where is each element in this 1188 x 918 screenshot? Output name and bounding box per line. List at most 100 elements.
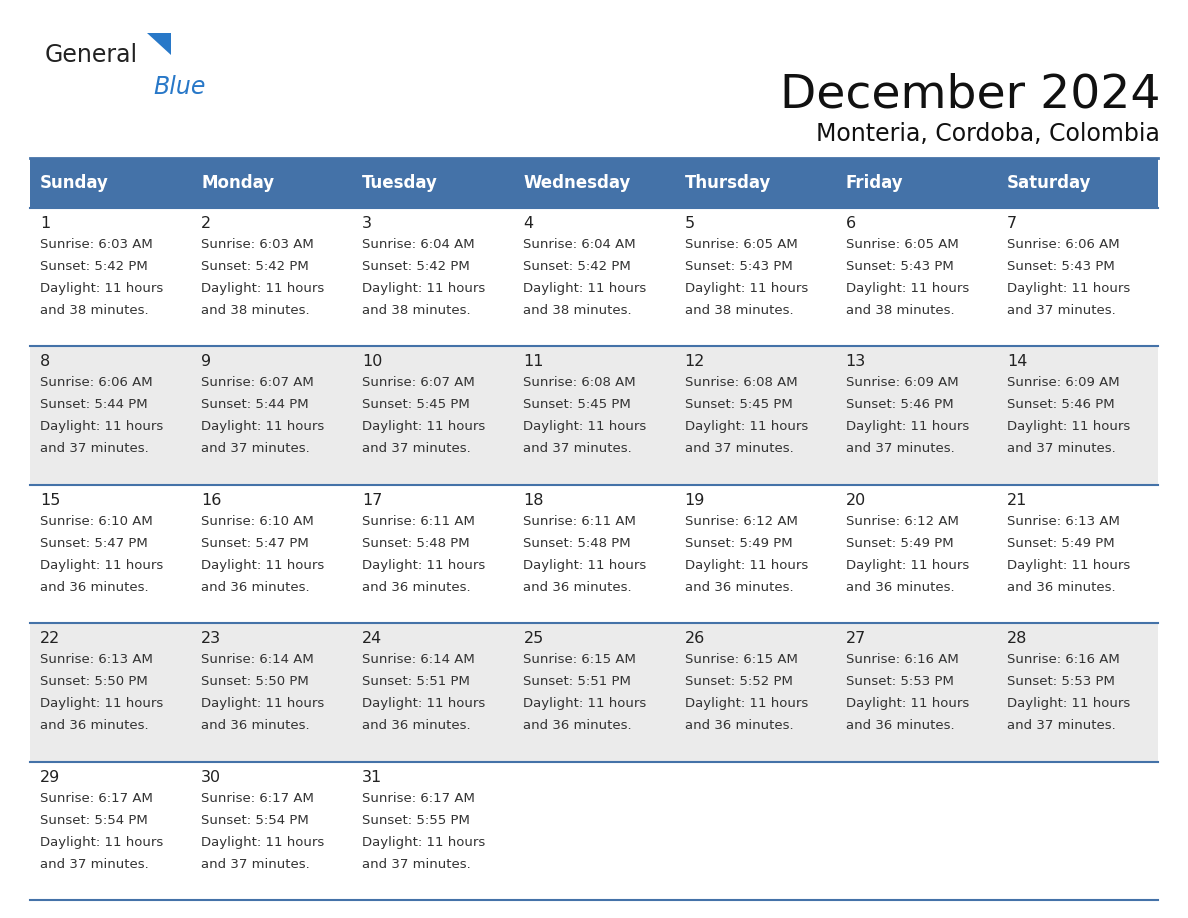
Bar bbox=[835, 485, 997, 623]
Text: Daylight: 11 hours: Daylight: 11 hours bbox=[524, 697, 646, 711]
Bar bbox=[353, 208, 513, 346]
Bar bbox=[30, 762, 191, 900]
Text: Sunrise: 6:03 AM: Sunrise: 6:03 AM bbox=[40, 238, 153, 251]
Text: Daylight: 11 hours: Daylight: 11 hours bbox=[40, 282, 163, 295]
Text: Sunset: 5:51 PM: Sunset: 5:51 PM bbox=[524, 676, 631, 688]
Bar bbox=[191, 158, 353, 208]
Text: 8: 8 bbox=[40, 354, 50, 369]
Text: Sunrise: 6:07 AM: Sunrise: 6:07 AM bbox=[362, 376, 475, 389]
Bar bbox=[353, 623, 513, 762]
Text: Daylight: 11 hours: Daylight: 11 hours bbox=[362, 835, 486, 848]
Text: 28: 28 bbox=[1007, 632, 1028, 646]
Text: Daylight: 11 hours: Daylight: 11 hours bbox=[684, 420, 808, 433]
Text: 4: 4 bbox=[524, 216, 533, 231]
Text: and 36 minutes.: and 36 minutes. bbox=[201, 581, 310, 594]
Bar bbox=[675, 208, 835, 346]
Text: and 38 minutes.: and 38 minutes. bbox=[362, 304, 470, 317]
Text: 15: 15 bbox=[40, 493, 61, 508]
Bar bbox=[997, 158, 1158, 208]
Text: Sunrise: 6:04 AM: Sunrise: 6:04 AM bbox=[362, 238, 475, 251]
Text: Daylight: 11 hours: Daylight: 11 hours bbox=[846, 697, 969, 711]
Text: Daylight: 11 hours: Daylight: 11 hours bbox=[846, 282, 969, 295]
Text: Sunrise: 6:12 AM: Sunrise: 6:12 AM bbox=[846, 515, 959, 528]
Text: and 37 minutes.: and 37 minutes. bbox=[40, 857, 148, 870]
Text: and 37 minutes.: and 37 minutes. bbox=[1007, 442, 1116, 455]
Text: Daylight: 11 hours: Daylight: 11 hours bbox=[684, 282, 808, 295]
Bar bbox=[675, 623, 835, 762]
Text: and 37 minutes.: and 37 minutes. bbox=[201, 442, 310, 455]
Polygon shape bbox=[147, 33, 171, 55]
Text: Daylight: 11 hours: Daylight: 11 hours bbox=[201, 559, 324, 572]
Text: Sunset: 5:47 PM: Sunset: 5:47 PM bbox=[201, 537, 309, 550]
Text: Daylight: 11 hours: Daylight: 11 hours bbox=[201, 835, 324, 848]
Text: and 38 minutes.: and 38 minutes. bbox=[846, 304, 954, 317]
Text: Saturday: Saturday bbox=[1007, 174, 1092, 192]
Bar bbox=[30, 485, 191, 623]
Text: 24: 24 bbox=[362, 632, 383, 646]
Text: and 38 minutes.: and 38 minutes. bbox=[201, 304, 310, 317]
Text: Sunset: 5:49 PM: Sunset: 5:49 PM bbox=[684, 537, 792, 550]
Text: 26: 26 bbox=[684, 632, 704, 646]
Text: 1: 1 bbox=[40, 216, 50, 231]
Bar bbox=[353, 158, 513, 208]
Text: Sunrise: 6:09 AM: Sunrise: 6:09 AM bbox=[846, 376, 959, 389]
Text: and 37 minutes.: and 37 minutes. bbox=[201, 857, 310, 870]
Text: Daylight: 11 hours: Daylight: 11 hours bbox=[362, 282, 486, 295]
Text: Sunrise: 6:06 AM: Sunrise: 6:06 AM bbox=[40, 376, 152, 389]
Text: 12: 12 bbox=[684, 354, 704, 369]
Text: Daylight: 11 hours: Daylight: 11 hours bbox=[846, 559, 969, 572]
Text: Daylight: 11 hours: Daylight: 11 hours bbox=[1007, 282, 1130, 295]
Text: and 37 minutes.: and 37 minutes. bbox=[362, 442, 470, 455]
Text: 13: 13 bbox=[846, 354, 866, 369]
Text: and 36 minutes.: and 36 minutes. bbox=[846, 581, 954, 594]
Text: Sunset: 5:45 PM: Sunset: 5:45 PM bbox=[362, 398, 470, 411]
Text: and 37 minutes.: and 37 minutes. bbox=[1007, 304, 1116, 317]
Text: Sunset: 5:42 PM: Sunset: 5:42 PM bbox=[524, 260, 631, 273]
Bar bbox=[835, 158, 997, 208]
Text: Daylight: 11 hours: Daylight: 11 hours bbox=[40, 835, 163, 848]
Text: Sunset: 5:42 PM: Sunset: 5:42 PM bbox=[40, 260, 147, 273]
Bar bbox=[835, 346, 997, 485]
Text: Sunrise: 6:16 AM: Sunrise: 6:16 AM bbox=[846, 654, 959, 666]
Text: Sunrise: 6:17 AM: Sunrise: 6:17 AM bbox=[40, 791, 153, 804]
Text: Daylight: 11 hours: Daylight: 11 hours bbox=[524, 282, 646, 295]
Text: and 36 minutes.: and 36 minutes. bbox=[362, 719, 470, 733]
Bar bbox=[997, 623, 1158, 762]
Text: Sunset: 5:44 PM: Sunset: 5:44 PM bbox=[40, 398, 147, 411]
Text: December 2024: December 2024 bbox=[779, 72, 1159, 117]
Text: Daylight: 11 hours: Daylight: 11 hours bbox=[362, 559, 486, 572]
Text: Sunrise: 6:13 AM: Sunrise: 6:13 AM bbox=[1007, 515, 1120, 528]
Text: and 37 minutes.: and 37 minutes. bbox=[362, 857, 470, 870]
Bar bbox=[835, 208, 997, 346]
Bar bbox=[997, 485, 1158, 623]
Text: Sunset: 5:53 PM: Sunset: 5:53 PM bbox=[1007, 676, 1114, 688]
Text: Sunset: 5:44 PM: Sunset: 5:44 PM bbox=[201, 398, 309, 411]
Text: and 36 minutes.: and 36 minutes. bbox=[362, 581, 470, 594]
Text: 20: 20 bbox=[846, 493, 866, 508]
Text: 19: 19 bbox=[684, 493, 704, 508]
Text: Sunrise: 6:05 AM: Sunrise: 6:05 AM bbox=[846, 238, 959, 251]
Text: Daylight: 11 hours: Daylight: 11 hours bbox=[40, 697, 163, 711]
Text: Daylight: 11 hours: Daylight: 11 hours bbox=[362, 420, 486, 433]
Text: Sunrise: 6:15 AM: Sunrise: 6:15 AM bbox=[524, 654, 637, 666]
Text: Daylight: 11 hours: Daylight: 11 hours bbox=[362, 697, 486, 711]
Text: 7: 7 bbox=[1007, 216, 1017, 231]
Bar bbox=[513, 485, 675, 623]
Text: Sunset: 5:46 PM: Sunset: 5:46 PM bbox=[1007, 398, 1114, 411]
Text: Sunset: 5:50 PM: Sunset: 5:50 PM bbox=[201, 676, 309, 688]
Text: Sunset: 5:54 PM: Sunset: 5:54 PM bbox=[40, 813, 147, 826]
Text: and 36 minutes.: and 36 minutes. bbox=[40, 581, 148, 594]
Text: Daylight: 11 hours: Daylight: 11 hours bbox=[40, 559, 163, 572]
Bar bbox=[191, 623, 353, 762]
Bar bbox=[675, 158, 835, 208]
Text: Sunrise: 6:14 AM: Sunrise: 6:14 AM bbox=[201, 654, 314, 666]
Text: and 38 minutes.: and 38 minutes. bbox=[524, 304, 632, 317]
Text: Sunrise: 6:10 AM: Sunrise: 6:10 AM bbox=[40, 515, 153, 528]
Text: 17: 17 bbox=[362, 493, 383, 508]
Text: and 36 minutes.: and 36 minutes. bbox=[684, 581, 794, 594]
Text: Sunrise: 6:05 AM: Sunrise: 6:05 AM bbox=[684, 238, 797, 251]
Bar bbox=[353, 762, 513, 900]
Bar bbox=[513, 346, 675, 485]
Bar bbox=[835, 762, 997, 900]
Text: 3: 3 bbox=[362, 216, 372, 231]
